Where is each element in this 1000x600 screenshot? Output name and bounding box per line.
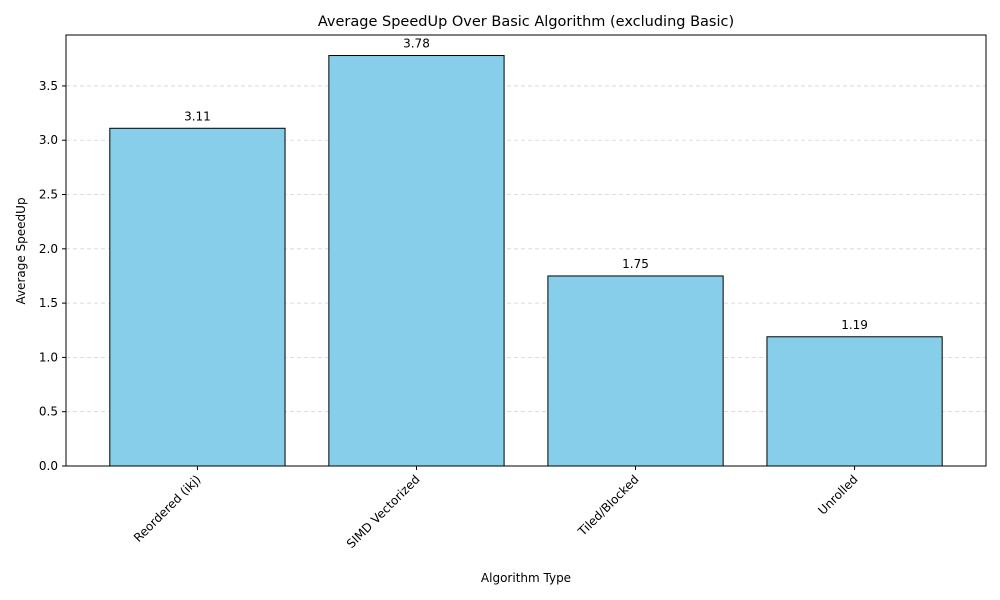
- x-tick-label: Tiled/Blocked: [575, 472, 642, 539]
- bar: [547, 275, 724, 467]
- y-tick-label: 1.0: [39, 350, 58, 364]
- x-tick-label: Reordered (ikj): [131, 472, 204, 545]
- x-tick-label: Unrolled: [815, 472, 860, 517]
- bar-value-label: 3.78: [403, 37, 430, 51]
- bar-value-label: 3.11: [184, 109, 211, 123]
- bar: [766, 336, 943, 467]
- chart-title: Average SpeedUp Over Basic Algorithm (ex…: [318, 14, 734, 30]
- y-tick-label: 1.5: [39, 296, 58, 310]
- bar-value-label: 1.75: [622, 257, 649, 271]
- y-tick-label: 0.5: [39, 405, 58, 419]
- x-tick-label: SIMD Vectorized: [344, 472, 423, 551]
- y-axis-label: Average SpeedUp: [14, 197, 28, 304]
- y-tick-label: 3.5: [39, 79, 58, 93]
- plot-frame: [65, 34, 987, 467]
- bar-value-label: 1.19: [841, 318, 868, 332]
- y-tick-label: 0.0: [39, 459, 58, 473]
- data-labels: 3.11 3.78 1.75 1.19: [184, 37, 868, 332]
- bar: [109, 127, 286, 467]
- bar: [328, 55, 505, 467]
- y-tick-label: 3.0: [39, 133, 58, 147]
- bars: [109, 55, 943, 467]
- x-axis: Reordered (ikj) SIMD Vectorized Tiled/Bloc…: [131, 466, 861, 551]
- y-tick-label: 2.0: [39, 242, 58, 256]
- x-axis-label: Algorithm Type: [481, 571, 571, 585]
- y-tick-label: 2.5: [39, 188, 58, 202]
- y-axis: 0.0 0.5 1.0 1.5 2.0 2.5 3.0 3.5: [39, 79, 66, 473]
